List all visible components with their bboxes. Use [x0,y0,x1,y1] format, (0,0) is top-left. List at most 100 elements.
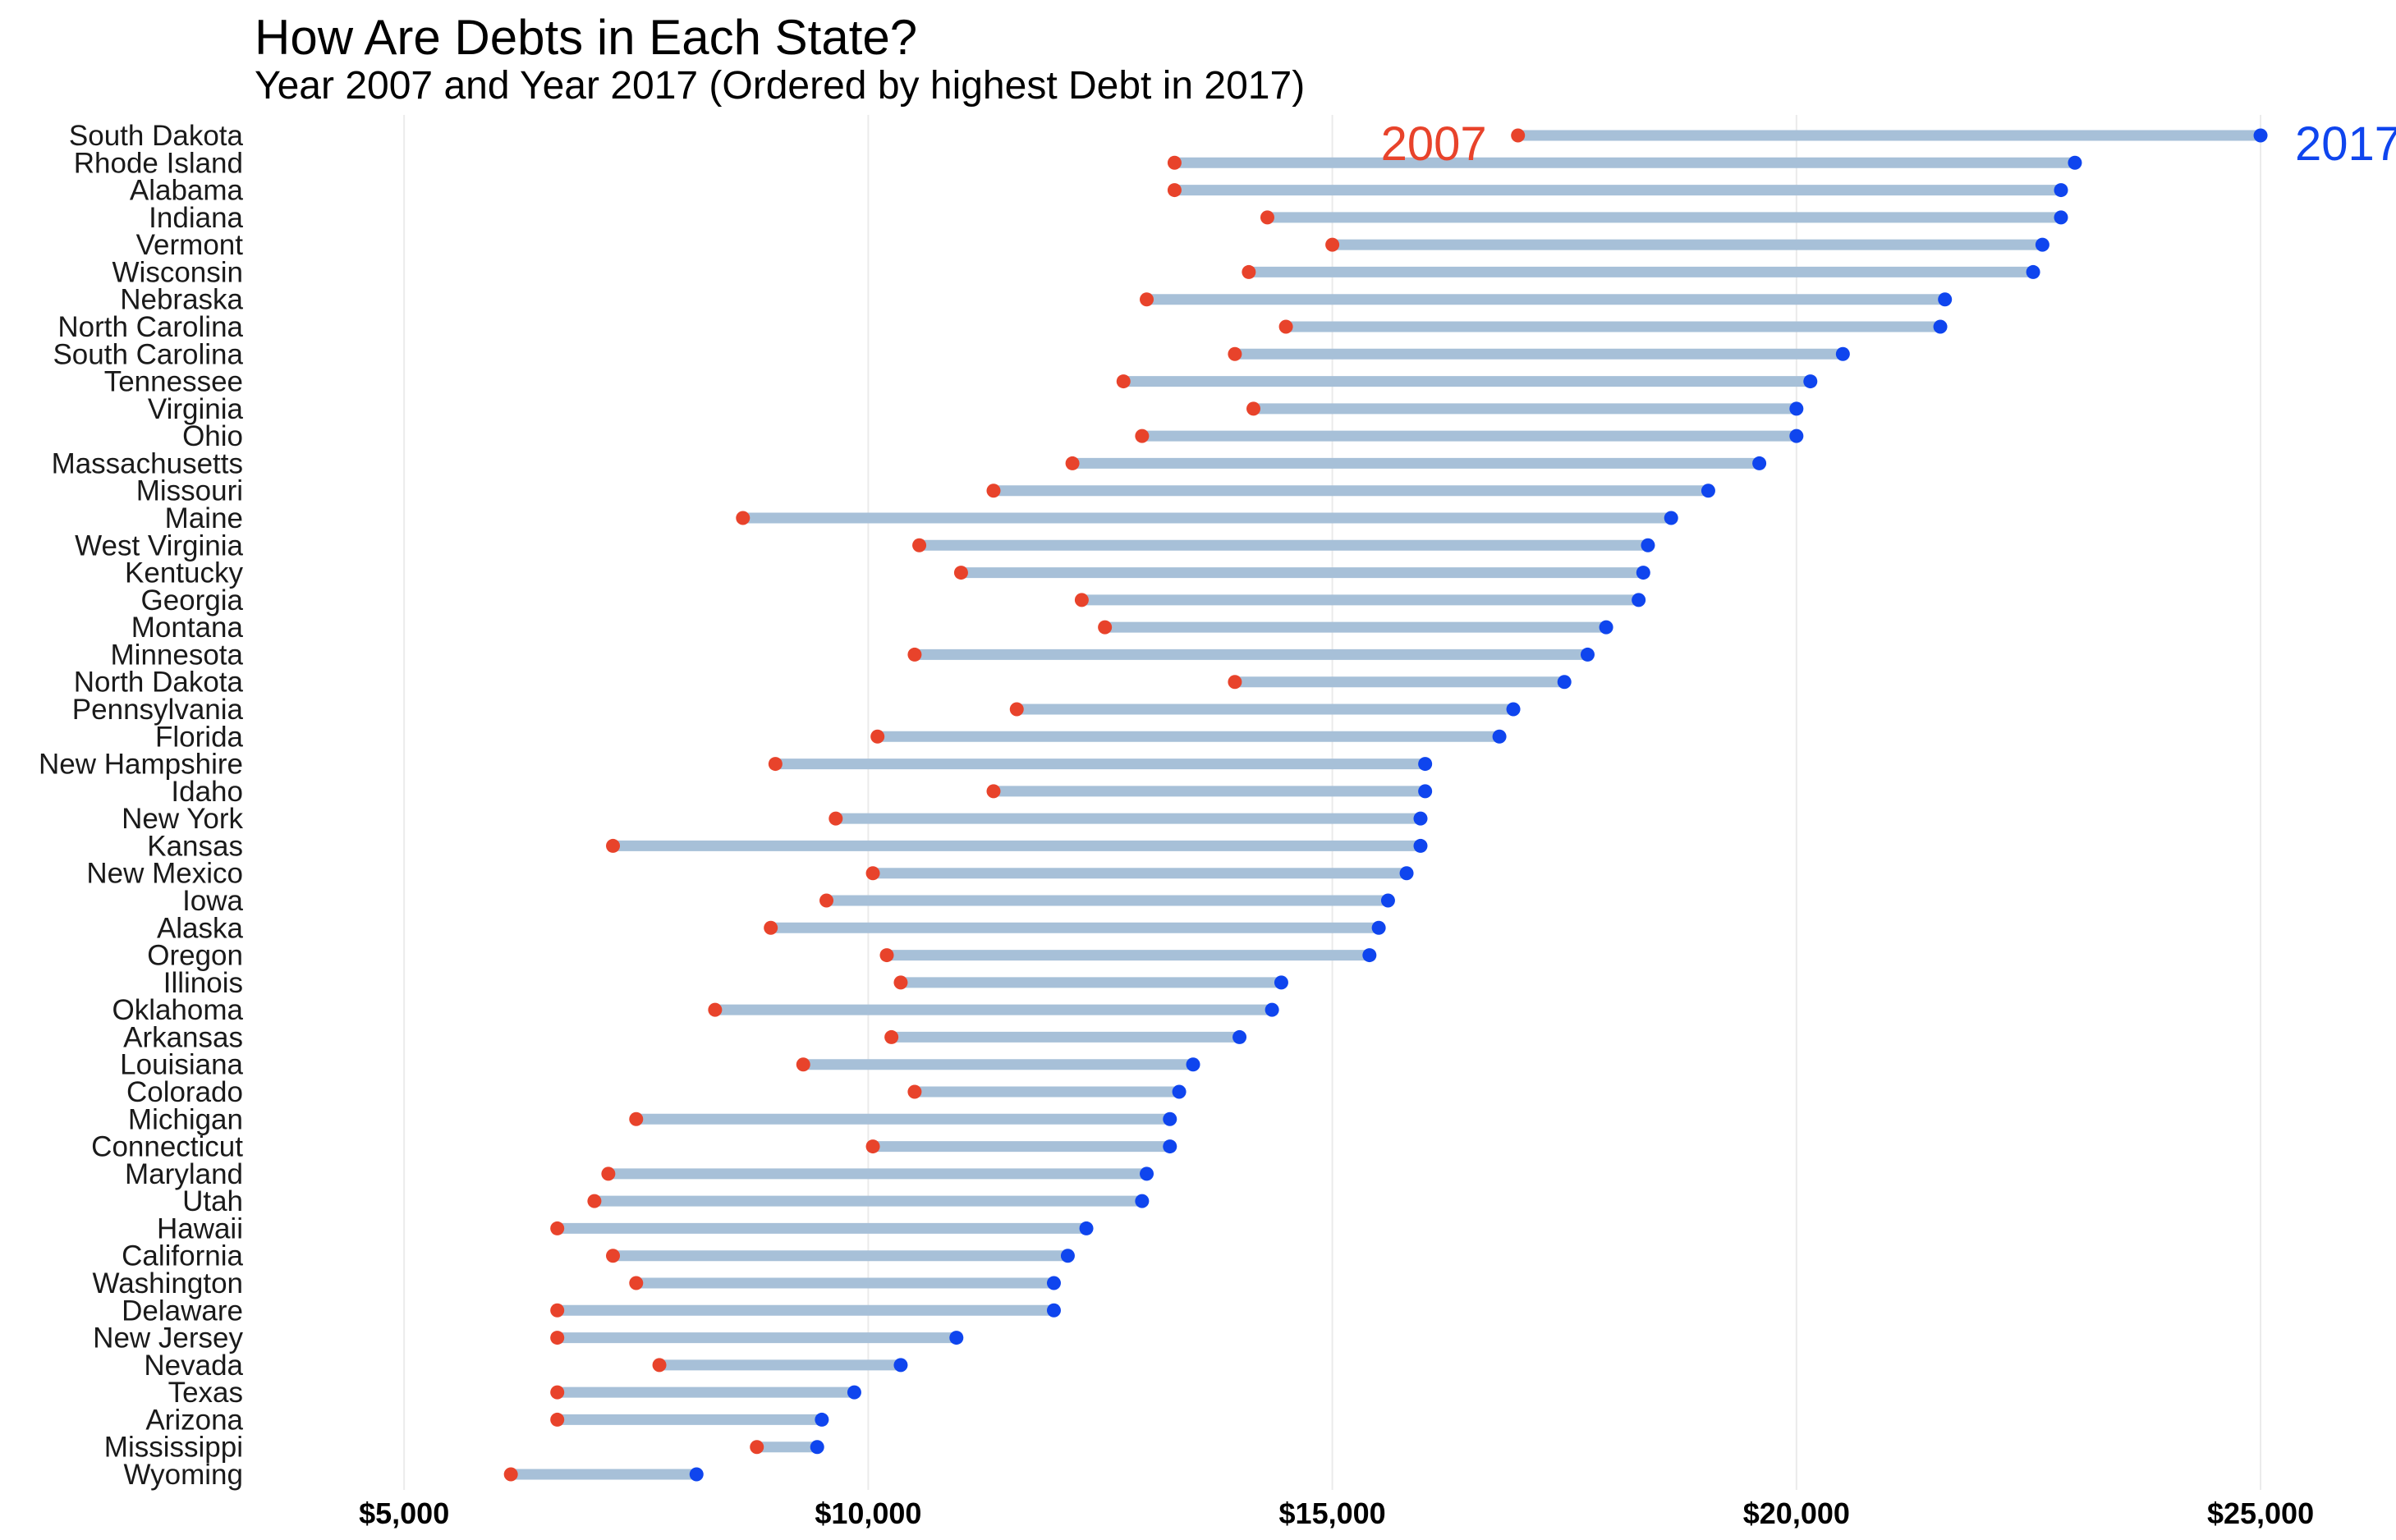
point-2017 [1418,784,1433,799]
point-2017 [1186,1057,1200,1072]
point-2007 [708,1002,723,1017]
state-label: Arizona [145,1404,243,1436]
point-2017 [1933,319,1948,334]
chart-subtitle: Year 2007 and Year 2017 (Ordered by high… [255,64,1305,108]
state-label: Wyoming [123,1459,243,1491]
point-2017 [1046,1276,1061,1290]
point-2007 [1246,401,1261,416]
point-2017 [2253,128,2268,143]
point-2007 [1511,128,1526,143]
point-2017 [1135,1194,1150,1208]
state-label: North Carolina [57,311,243,343]
point-2007 [1009,702,1024,717]
point-2017 [1938,292,1953,307]
point-2017 [1172,1084,1187,1099]
state-label: Maine [165,502,243,534]
point-2007 [829,811,843,826]
point-2017 [1046,1303,1061,1318]
point-2017 [1418,757,1433,772]
point-2007 [750,1440,764,1455]
point-2007 [1167,155,1182,170]
series-label-2007: 2007 [1381,117,1487,171]
point-2017 [949,1331,964,1345]
point-2007 [629,1111,644,1126]
state-label: West Virginia [75,529,243,561]
state-label: Louisiana [120,1049,243,1081]
point-2017 [1632,593,1646,607]
x-tick-label: $15,000 [1279,1496,1386,1530]
point-2007 [986,784,1001,799]
x-axis-ticks: $5,000 $10,000 $15,000 $20,000 $25,000 [359,1496,2314,1530]
state-label: Kansas [147,830,243,862]
point-2017 [1380,893,1395,908]
point-2017 [1163,1139,1177,1154]
state-label: Georgia [140,584,243,616]
state-label: Colorado [126,1076,243,1108]
state-label: Mississippi [104,1432,243,1464]
point-2007 [1228,346,1242,361]
point-2007 [550,1385,565,1400]
point-2017 [1835,346,1850,361]
state-label: Nevada [144,1350,243,1382]
state-label: Vermont [136,229,244,261]
state-label: Oregon [147,940,243,972]
state-label: Delaware [122,1295,243,1327]
state-label: Michigan [128,1103,243,1135]
point-2017 [1580,647,1595,662]
point-2017 [1232,1029,1247,1044]
point-2007 [550,1221,565,1235]
state-label: Tennessee [104,366,243,398]
state-label: Arkansas [123,1021,243,1053]
state-label: Wisconsin [112,256,243,288]
point-2017 [1789,401,1804,416]
points [503,128,2268,1482]
point-2007 [629,1276,644,1290]
point-2007 [550,1331,565,1345]
state-label: Indiana [149,202,243,234]
point-2017 [893,1358,908,1373]
state-label: Virginia [148,393,244,425]
state-label: Missouri [136,475,243,507]
point-2017 [1492,729,1507,744]
point-2017 [1274,975,1288,990]
point-2007 [986,484,1001,498]
state-label: Illinois [163,967,243,999]
point-2007 [1325,237,1340,252]
point-2007 [768,757,783,772]
point-2017 [1803,374,1818,389]
series-labels: 2007 2017 [1381,117,2396,171]
series-label-2017: 2017 [2295,117,2396,171]
point-2007 [870,729,885,744]
point-2017 [2035,237,2049,252]
segments [511,130,2261,1480]
state-label: Hawaii [157,1212,243,1244]
point-2017 [1752,456,1767,470]
point-2017 [815,1412,829,1427]
point-2007 [907,1084,922,1099]
point-2017 [1362,948,1377,963]
state-label: Rhode Island [74,147,243,179]
state-label: Maryland [125,1158,243,1190]
state-label: New Mexico [86,858,243,890]
point-2007 [1228,675,1242,690]
x-tick-label: $5,000 [359,1496,449,1530]
point-2017 [1163,1111,1177,1126]
point-2007 [879,948,894,963]
point-2017 [2054,183,2068,198]
point-2007 [601,1166,616,1181]
point-2017 [1140,1166,1154,1181]
point-2007 [893,975,908,990]
state-label: Washington [92,1267,243,1299]
point-2017 [1413,838,1428,853]
chart-title: How Are Debts in Each State? [255,10,917,65]
point-2007 [1167,183,1182,198]
state-label: New Jersey [93,1322,243,1354]
state-label: Texas [168,1377,243,1409]
point-2007 [884,1029,899,1044]
state-label: Idaho [171,776,243,808]
point-2007 [764,920,778,935]
point-2017 [810,1440,824,1455]
point-2007 [550,1412,565,1427]
